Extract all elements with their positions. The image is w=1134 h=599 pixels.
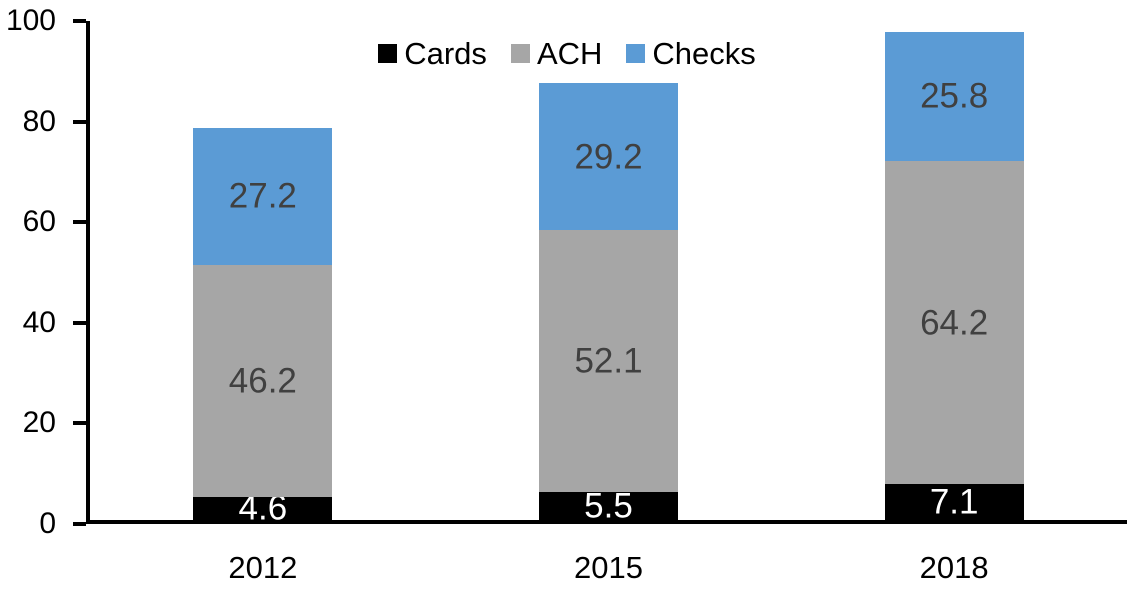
value-label-ach-2018: 64.2 <box>920 303 989 343</box>
x-axis-label-2015: 2015 <box>574 550 643 585</box>
y-axis-tick <box>73 421 86 426</box>
y-axis-tick <box>73 522 86 526</box>
value-label-cards-2018: 7.1 <box>929 482 979 522</box>
legend-item-checks: Checks <box>626 34 756 72</box>
y-axis-tick <box>73 220 86 225</box>
y-axis-tick-label: 100 <box>5 4 56 37</box>
bar-segment-ach-2012: 46.2 <box>193 264 333 497</box>
x-axis-label-2018: 2018 <box>919 550 989 585</box>
x-axis-label-2012: 2012 <box>228 550 298 585</box>
bar-segment-cards-2012: 4.6 <box>193 491 333 526</box>
y-axis-tick <box>73 19 86 23</box>
y-axis-tick-label: 40 <box>22 305 56 339</box>
bar-2015: 5.5 52.1 29.2 <box>539 83 678 524</box>
bar-2018: 7.1 64.2 25.8 <box>884 31 1024 522</box>
bar-2012: 4.6 46.2 27.2 <box>193 127 333 526</box>
value-label-ach-2015: 52.1 <box>574 341 643 381</box>
bar-segment-checks-2018: 25.8 <box>884 31 1024 162</box>
y-axis-tick-label: 20 <box>22 406 56 440</box>
legend-item-cards: Cards <box>378 34 487 72</box>
y-axis-tick <box>73 119 86 124</box>
y-axis-tick-label: 0 <box>39 507 56 540</box>
legend-label: ACH <box>536 35 603 71</box>
value-label-checks-2018: 25.8 <box>920 76 989 116</box>
bar-segment-cards-2018: 7.1 <box>884 482 1024 522</box>
value-label-checks-2012: 27.2 <box>228 176 297 216</box>
legend: Cards ACH Checks <box>0 34 1134 72</box>
y-axis-tick-label: 60 <box>22 205 56 239</box>
bar-segment-checks-2012: 27.2 <box>193 127 333 265</box>
value-label-checks-2015: 29.2 <box>574 137 643 177</box>
bar-segment-checks-2015: 29.2 <box>539 83 678 231</box>
legend-label: Cards <box>404 35 487 71</box>
value-label-ach-2012: 46.2 <box>228 361 297 401</box>
bar-segment-ach-2015: 52.1 <box>539 230 678 493</box>
legend-swatch-checks <box>626 43 646 63</box>
legend-swatch-cards <box>378 43 398 63</box>
y-axis-tick-label: 80 <box>22 104 56 138</box>
plot-area: 0 20 40 60 80 100 4.6 46.2 27.2 5.5 52.1 29.2 7.1 64.… <box>6 4 1127 540</box>
legend-label: Checks <box>652 35 756 71</box>
value-label-cards-2015: 5.5 <box>584 486 633 526</box>
bar-segment-cards-2015: 5.5 <box>539 489 678 524</box>
legend-swatch-ach <box>510 43 530 63</box>
bar-segment-ach-2018: 64.2 <box>884 161 1024 485</box>
legend-item-ach: ACH <box>510 34 603 72</box>
y-axis-tick <box>73 320 86 325</box>
